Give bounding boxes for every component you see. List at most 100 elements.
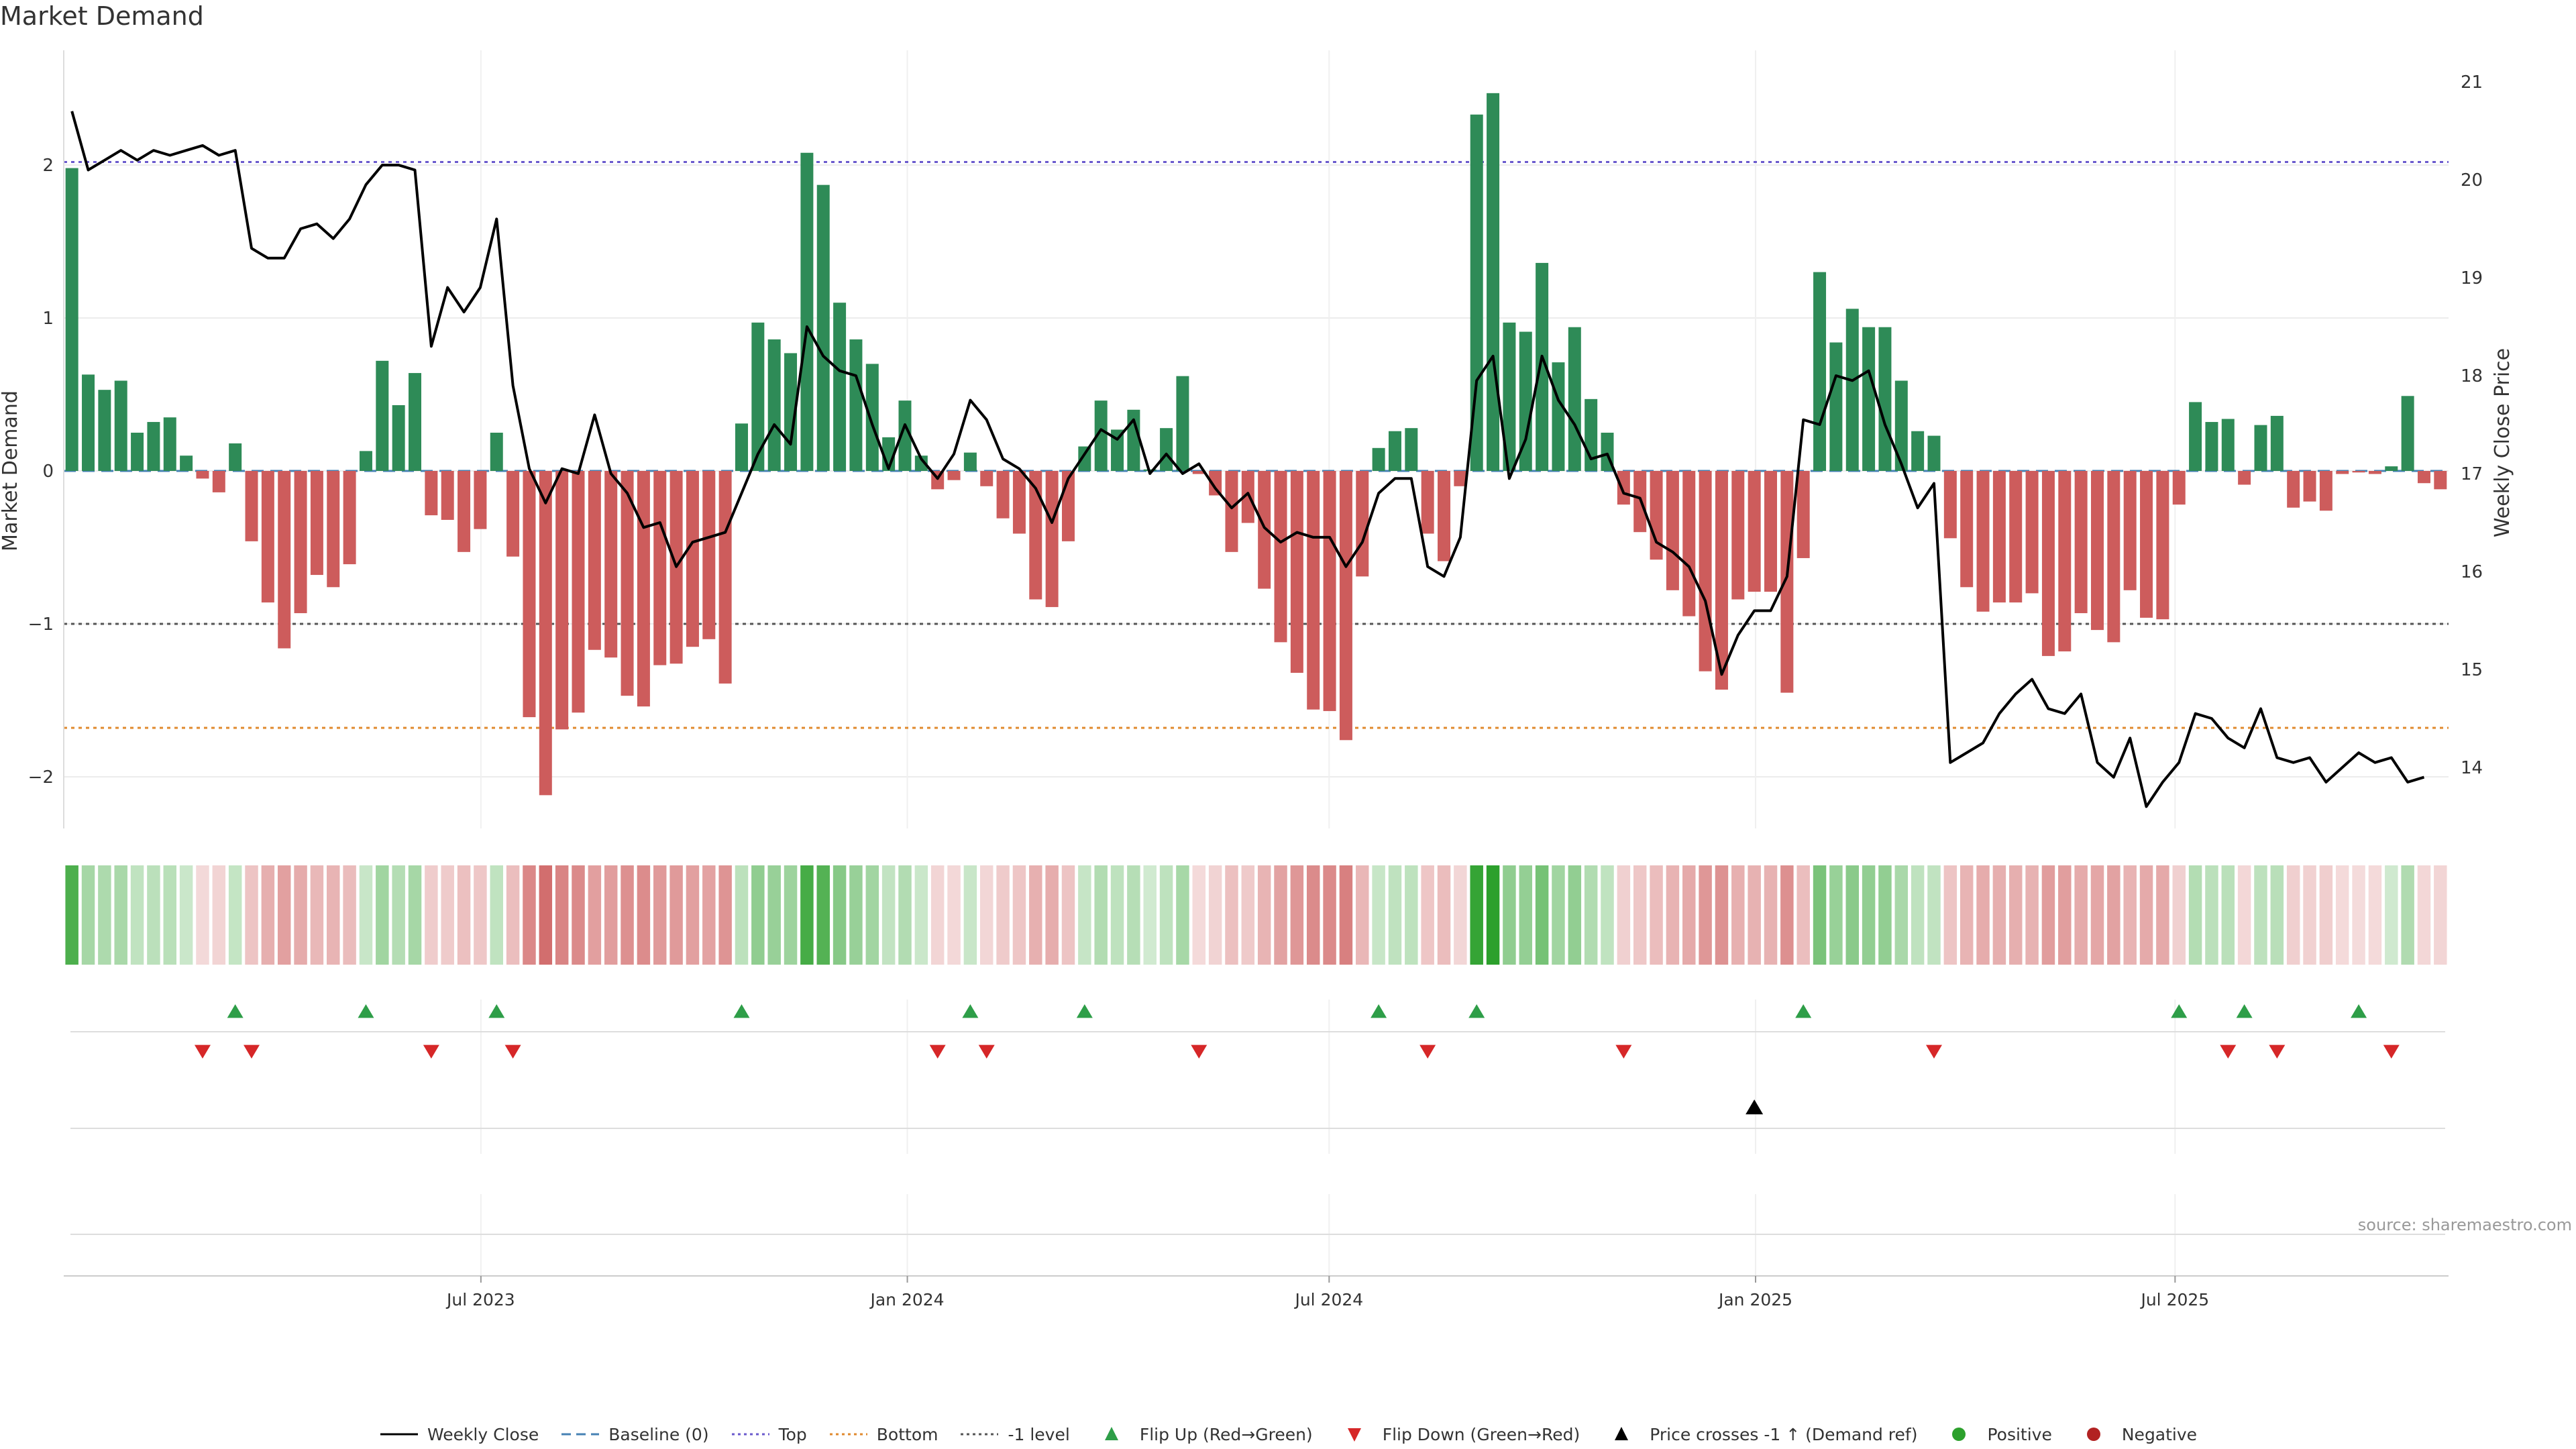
- legend-label: -1 level: [1008, 1424, 1070, 1444]
- heat-strip-cell: [621, 865, 634, 965]
- demand-bar: [2205, 422, 2218, 471]
- demand-bar: [1764, 471, 1777, 592]
- legend-label: Weekly Close: [427, 1424, 539, 1444]
- y-tick-label: −1: [28, 614, 54, 635]
- flip-up-marker: [227, 1004, 244, 1018]
- heat-strip-cell: [1715, 865, 1729, 965]
- flip-up-marker: [358, 1004, 374, 1018]
- demand-bar: [98, 390, 111, 471]
- demand-bar: [767, 339, 781, 471]
- heat-strip-cell: [914, 865, 928, 965]
- heat-strip-cell: [1682, 865, 1696, 965]
- demand-bar: [1225, 471, 1238, 552]
- heat-strip-cell: [898, 865, 912, 965]
- legend-label: Flip Up (Red→Green): [1139, 1424, 1313, 1444]
- demand-bar: [196, 471, 209, 479]
- legend-label: Flip Down (Green→Red): [1382, 1424, 1580, 1444]
- y2-tick-label: 14: [2461, 758, 2483, 778]
- heat-strip-cell: [1552, 865, 1565, 965]
- flip-down-marker: [1191, 1044, 1208, 1059]
- demand-bar: [458, 471, 471, 552]
- demand-bar: [1650, 471, 1663, 560]
- demand-bar: [702, 471, 716, 639]
- heat-strip-cell: [506, 865, 520, 965]
- demand-bar: [865, 364, 879, 471]
- dotted-line-top-icon: [731, 1433, 769, 1436]
- heat-strip-cell: [1911, 865, 1925, 965]
- heat-strip-cell: [1127, 865, 1140, 965]
- triangle-down-red-icon: [1347, 1428, 1361, 1442]
- heat-strip-cell: [523, 865, 536, 965]
- demand-bar: [1845, 309, 1859, 471]
- heat-strip-cell: [1845, 865, 1859, 965]
- heat-strip-cell: [261, 865, 275, 965]
- heat-strip-cell: [588, 865, 602, 965]
- demand-bar: [1943, 471, 1957, 539]
- demand-bar: [212, 471, 225, 492]
- demand-bar: [147, 422, 160, 471]
- y-tick-label: 0: [42, 462, 54, 482]
- legend-label: Price crosses -1 ↑ (Demand ref): [1650, 1424, 1918, 1444]
- flip-down-marker: [929, 1044, 946, 1059]
- demand-bar: [1290, 471, 1303, 673]
- flip-up-marker: [733, 1004, 750, 1018]
- legend-item: Price crosses -1 ↑ (Demand ref): [1601, 1424, 1917, 1444]
- demand-bar: [2238, 471, 2251, 485]
- demand-bar: [2123, 471, 2137, 590]
- demand-bar: [621, 471, 634, 696]
- heat-strip-cell: [735, 865, 749, 965]
- demand-bar: [425, 471, 438, 516]
- heat-strip-cell: [1454, 865, 1467, 965]
- demand-bar: [2009, 471, 2023, 603]
- heat-strip-cell: [376, 865, 389, 965]
- demand-bar: [1323, 471, 1336, 711]
- legend-item: Bottom: [828, 1424, 938, 1444]
- demand-bar: [1454, 471, 1467, 486]
- demand-bar: [1927, 435, 1941, 471]
- demand-bar: [686, 471, 699, 647]
- flip-up-marker: [2171, 1004, 2188, 1018]
- heat-strip-cell: [1290, 865, 1304, 965]
- y2-axis-title: Weekly Close Price: [2491, 348, 2514, 537]
- demand-bar: [245, 471, 258, 541]
- heat-strip-cell: [1960, 865, 1974, 965]
- flip-down-marker: [423, 1044, 439, 1059]
- heat-strip-cell: [2090, 865, 2104, 965]
- flip-down-marker: [194, 1044, 211, 1059]
- heat-strip-cell: [2434, 865, 2447, 965]
- heat-strip-cell: [751, 865, 765, 965]
- heat-strip-cell: [1519, 865, 1533, 965]
- demand-bar: [2172, 471, 2186, 505]
- x-tick-label: Jul 2025: [2139, 1290, 2209, 1309]
- demand-bar: [1421, 471, 1434, 534]
- demand-bar: [980, 471, 994, 486]
- y2-tick-label: 15: [2461, 660, 2483, 680]
- demand-bar: [2041, 471, 2055, 656]
- heat-strip-cell: [196, 865, 209, 965]
- demand-bar: [359, 451, 372, 471]
- heat-strip-cell: [2205, 865, 2218, 965]
- heat-strip-cell: [1306, 865, 1320, 965]
- demand-bar: [1731, 471, 1745, 600]
- demand-bar: [1078, 446, 1091, 471]
- legend-label: Bottom: [876, 1424, 938, 1444]
- heat-strip-cell: [2221, 865, 2235, 965]
- heat-strip: [65, 865, 2447, 965]
- demand-bar: [2401, 396, 2414, 471]
- heat-strip-cell: [2237, 865, 2251, 965]
- demand-bar: [1715, 471, 1728, 690]
- heat-strip-cell: [1061, 865, 1075, 965]
- heat-strip-cell: [1405, 865, 1418, 965]
- demand-bar: [1911, 431, 1925, 471]
- y2-tick-label: 19: [2461, 268, 2483, 288]
- demand-bar: [294, 471, 307, 614]
- heat-strip-cell: [147, 865, 160, 965]
- demand-bar: [1176, 376, 1189, 471]
- demand-bar: [2303, 471, 2316, 502]
- dotted-line-minus1-icon: [961, 1433, 999, 1436]
- heat-strip-cell: [1257, 865, 1271, 965]
- demand-bar: [1568, 327, 1581, 471]
- legend-item: Weekly Close: [379, 1424, 539, 1444]
- demand-bar: [1111, 429, 1124, 471]
- x-tick-label: Jul 2023: [445, 1290, 515, 1309]
